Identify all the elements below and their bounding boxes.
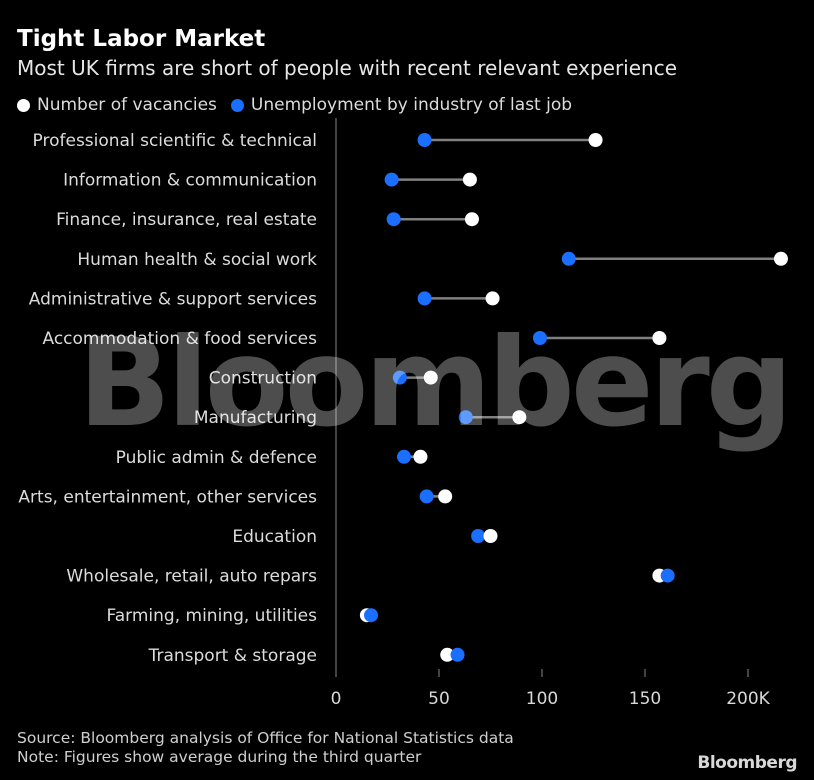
x-tick-label: 100: [526, 689, 558, 709]
vacancies-point: [423, 370, 438, 385]
category-label: Finance, insurance, real estate: [56, 210, 317, 230]
vacancies-point: [485, 291, 500, 306]
category-label: Public admin & defence: [116, 448, 317, 468]
vacancies-point: [438, 489, 453, 504]
unemployment-point: [458, 410, 473, 425]
category-label: Farming, mining, utilities: [107, 606, 318, 626]
category-label: Information & communication: [63, 171, 317, 191]
category-label: Manufacturing: [194, 408, 317, 428]
unemployment-point: [471, 529, 486, 543]
vacancies-point: [413, 449, 428, 464]
category-label: Transport & storage: [148, 646, 317, 666]
vacancies-point: [773, 251, 788, 266]
category-label: Human health & social work: [77, 250, 317, 270]
source-note: Source: Bloomberg analysis of Office for…: [17, 729, 514, 747]
x-tick-label: 50: [428, 689, 450, 709]
unemployment-point: [396, 449, 411, 464]
vacancies-point: [588, 133, 603, 147]
legend-dot-unemployment: [230, 98, 244, 112]
legend: Number of vacancies Unemployment by indu…: [17, 95, 586, 115]
footnote: Note: Figures show average during the th…: [17, 748, 422, 766]
category-label: Construction: [209, 369, 317, 389]
bloomberg-logo: Bloomberg: [697, 753, 797, 773]
vacancies-point: [440, 647, 455, 662]
unemployment-point: [450, 647, 465, 662]
x-tick-label: 0: [331, 689, 342, 709]
chart-title: Tight Labor Market: [17, 26, 266, 52]
chart-subtitle: Most UK firms are short of people with r…: [17, 56, 678, 80]
unemployment-point: [386, 212, 401, 227]
vacancies-point: [652, 331, 667, 345]
unemployment-point: [561, 251, 576, 266]
unemployment-point: [532, 331, 547, 345]
unemployment-point: [417, 291, 432, 306]
legend-dot-vacancies: [17, 98, 30, 112]
unemployment-point: [660, 568, 675, 583]
legend-label-vacancies: Number of vacancies: [37, 95, 217, 115]
unemployment-point: [419, 489, 434, 504]
legend-item-vacancies: Number of vacancies: [17, 95, 217, 115]
unemployment-point: [417, 133, 432, 147]
category-label: Accommodation & food services: [42, 329, 317, 349]
legend-label-unemployment: Unemployment by industry of last job: [250, 95, 573, 115]
vacancies-point: [464, 212, 479, 227]
vacancies-point: [462, 172, 477, 187]
vacancies-point: [483, 529, 498, 543]
category-label: Professional scientific & technical: [33, 131, 317, 151]
category-label: Arts, entertainment, other services: [18, 487, 317, 507]
unemployment-point: [364, 608, 379, 623]
category-label: Administrative & support services: [29, 289, 317, 309]
x-tick-label: 200K: [726, 689, 770, 709]
legend-item-unemployment: Unemployment by industry of last job: [230, 95, 573, 115]
category-label: Education: [232, 527, 317, 547]
vacancies-point: [512, 410, 527, 425]
x-tick-label: 150: [629, 689, 661, 709]
unemployment-point: [392, 370, 407, 385]
unemployment-point: [384, 172, 399, 187]
category-label: Wholesale, retail, auto repars: [66, 567, 317, 587]
